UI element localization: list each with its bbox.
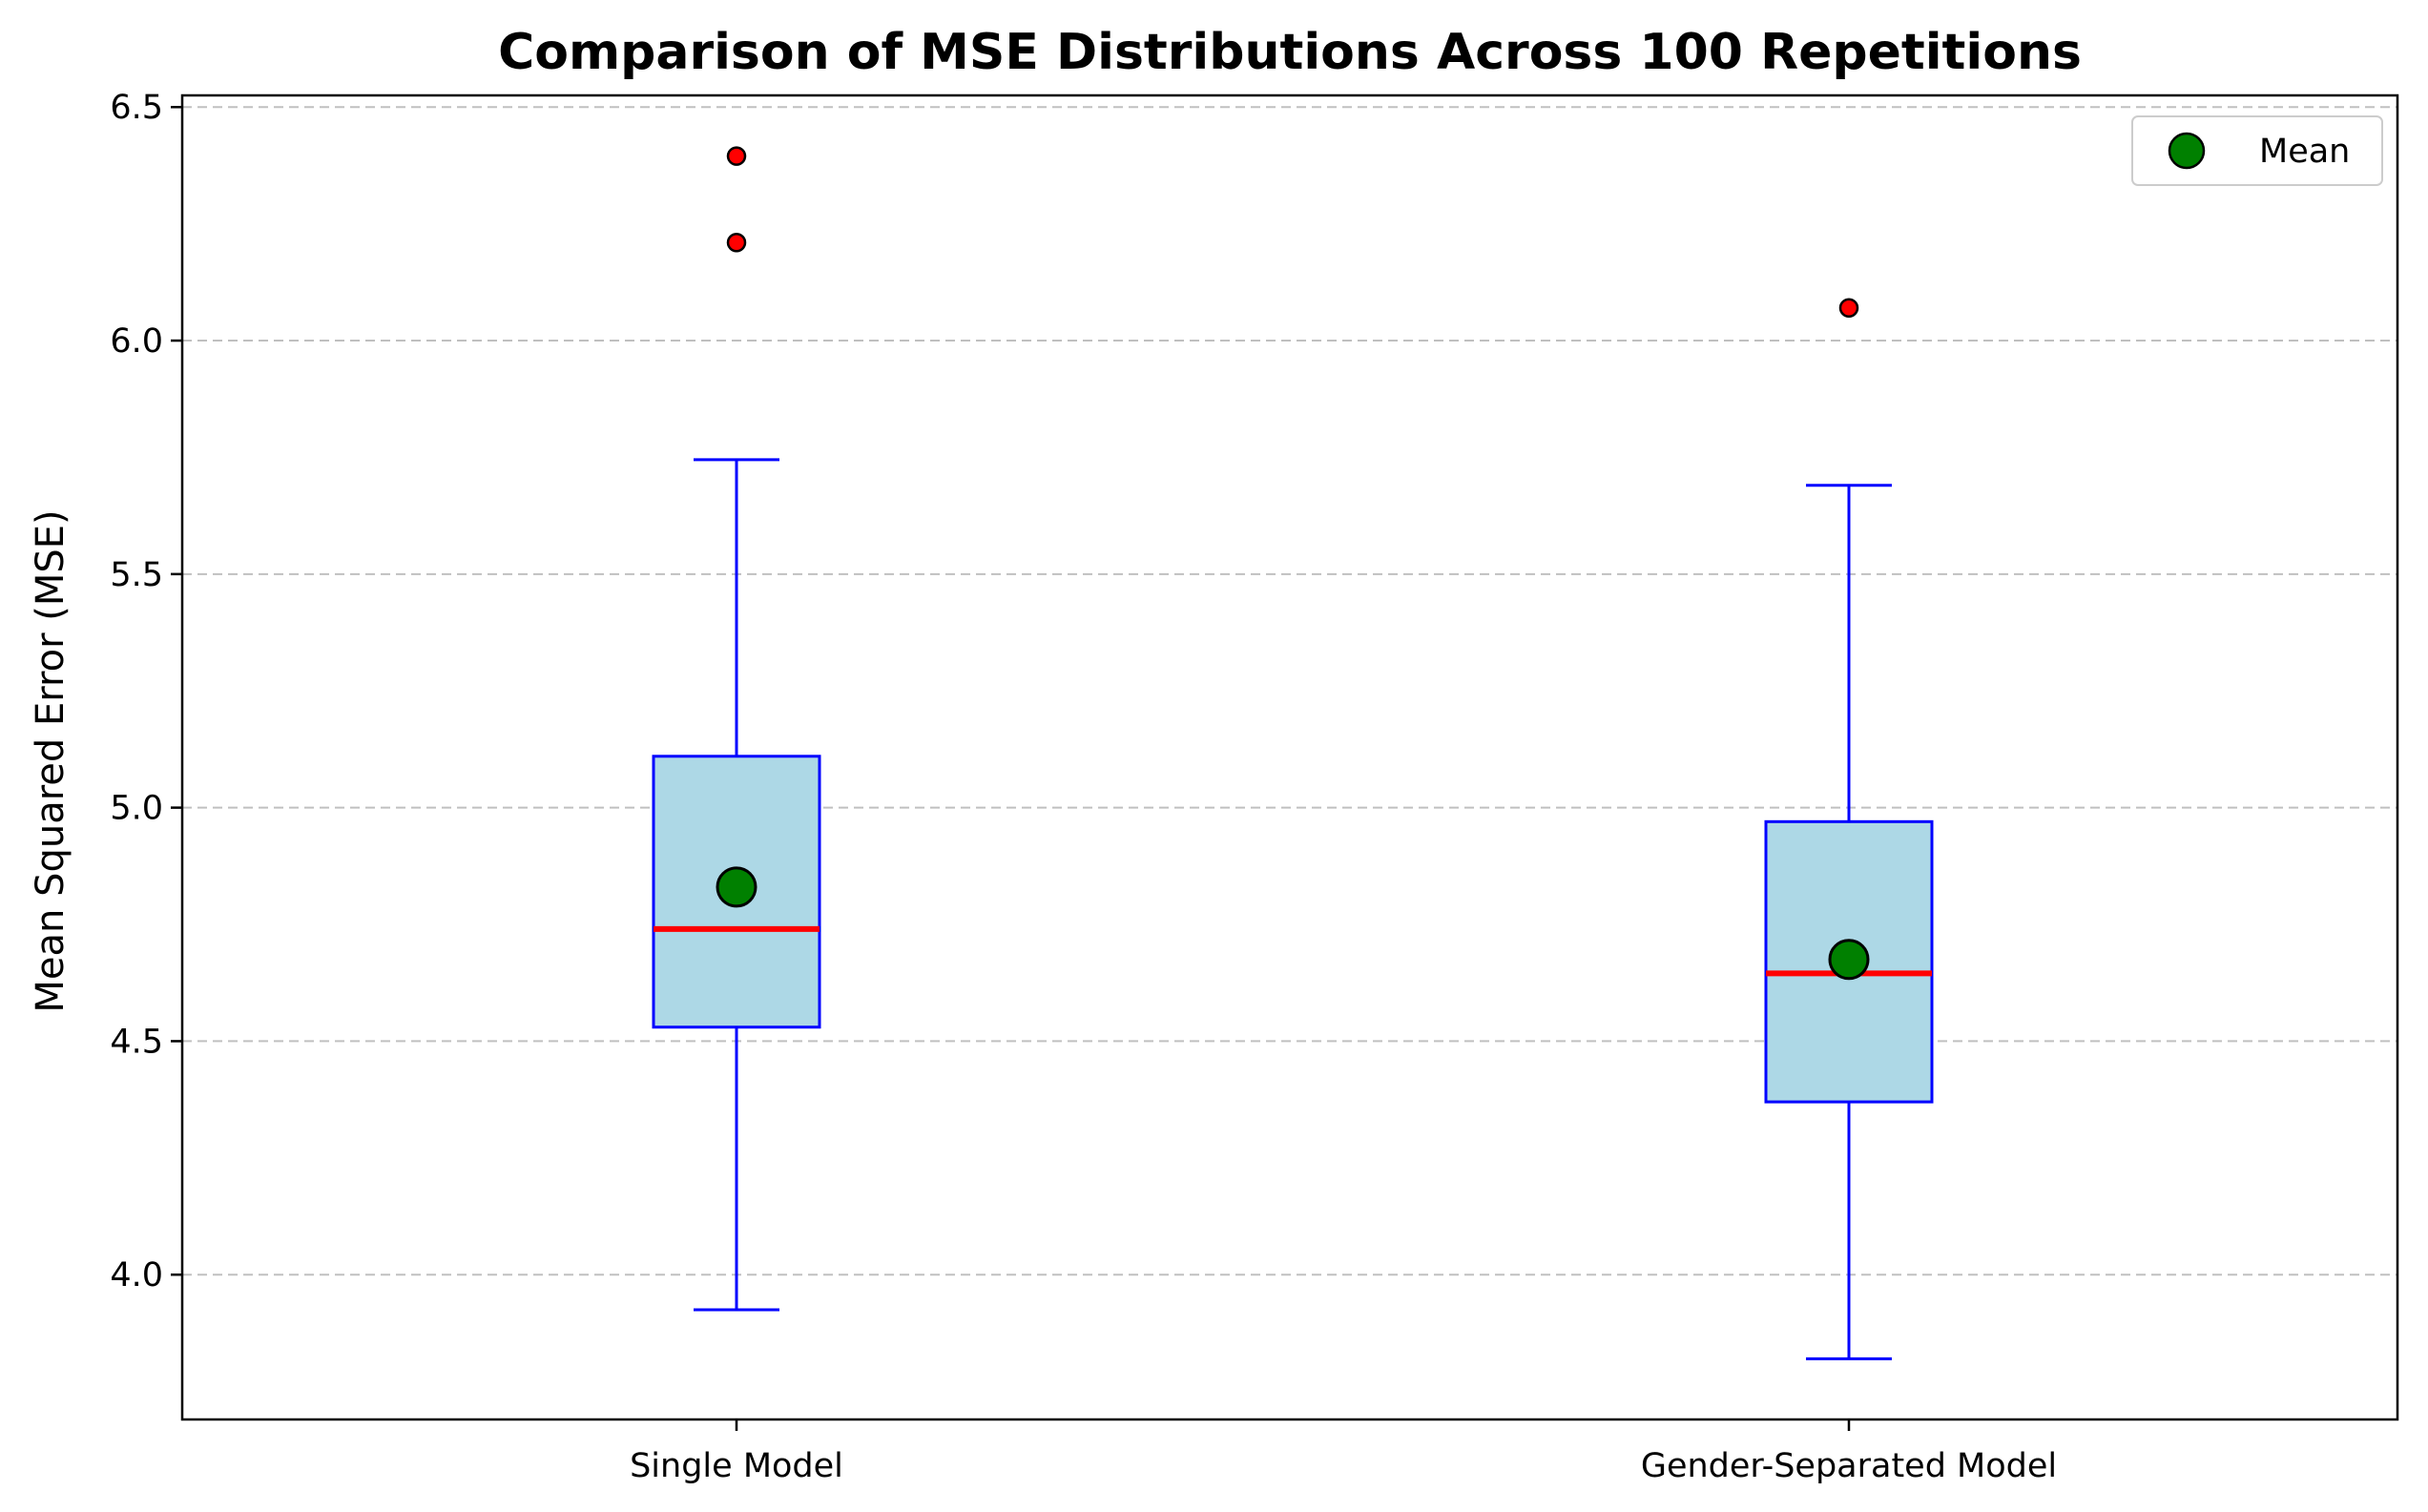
y-tick-label: 4.0 bbox=[110, 1256, 163, 1295]
mean-marker bbox=[1828, 939, 1870, 981]
box-group bbox=[652, 146, 821, 1312]
y-axis-label: Mean Squared Error (MSE) bbox=[29, 509, 73, 1012]
legend-mean-marker bbox=[2168, 132, 2206, 170]
legend-label-mean: Mean bbox=[2259, 133, 2350, 171]
x-tick-label: Gender-Separated Model bbox=[1641, 1447, 2057, 1485]
outlier-point bbox=[1838, 298, 1859, 319]
boxes-group bbox=[652, 146, 1934, 1360]
y-tick-label: 5.0 bbox=[110, 790, 163, 828]
y-tick-label: 6.0 bbox=[110, 322, 163, 361]
outlier-point bbox=[726, 146, 747, 166]
legend-frame bbox=[2131, 115, 2383, 186]
x-tick-label: Single Model bbox=[630, 1447, 843, 1485]
grid-lines bbox=[182, 106, 2397, 1276]
y-axis-ticks: 4.0 4.5 5.0 5.5 6.0 6.5 bbox=[110, 89, 182, 1295]
legend: Mean bbox=[2131, 115, 2383, 186]
outlier-point bbox=[726, 232, 747, 253]
box-group bbox=[1764, 298, 1934, 1360]
y-tick-label: 6.5 bbox=[110, 89, 163, 127]
x-axis-ticks: Single Model Gender-Separated Model bbox=[630, 1419, 2057, 1485]
plot-frame bbox=[180, 93, 2399, 1421]
chart-title: Comparison of MSE Distributions Across 1… bbox=[498, 24, 2082, 81]
y-tick-label: 4.5 bbox=[110, 1023, 163, 1061]
mean-marker bbox=[716, 866, 757, 908]
y-tick-label: 5.5 bbox=[110, 556, 163, 594]
